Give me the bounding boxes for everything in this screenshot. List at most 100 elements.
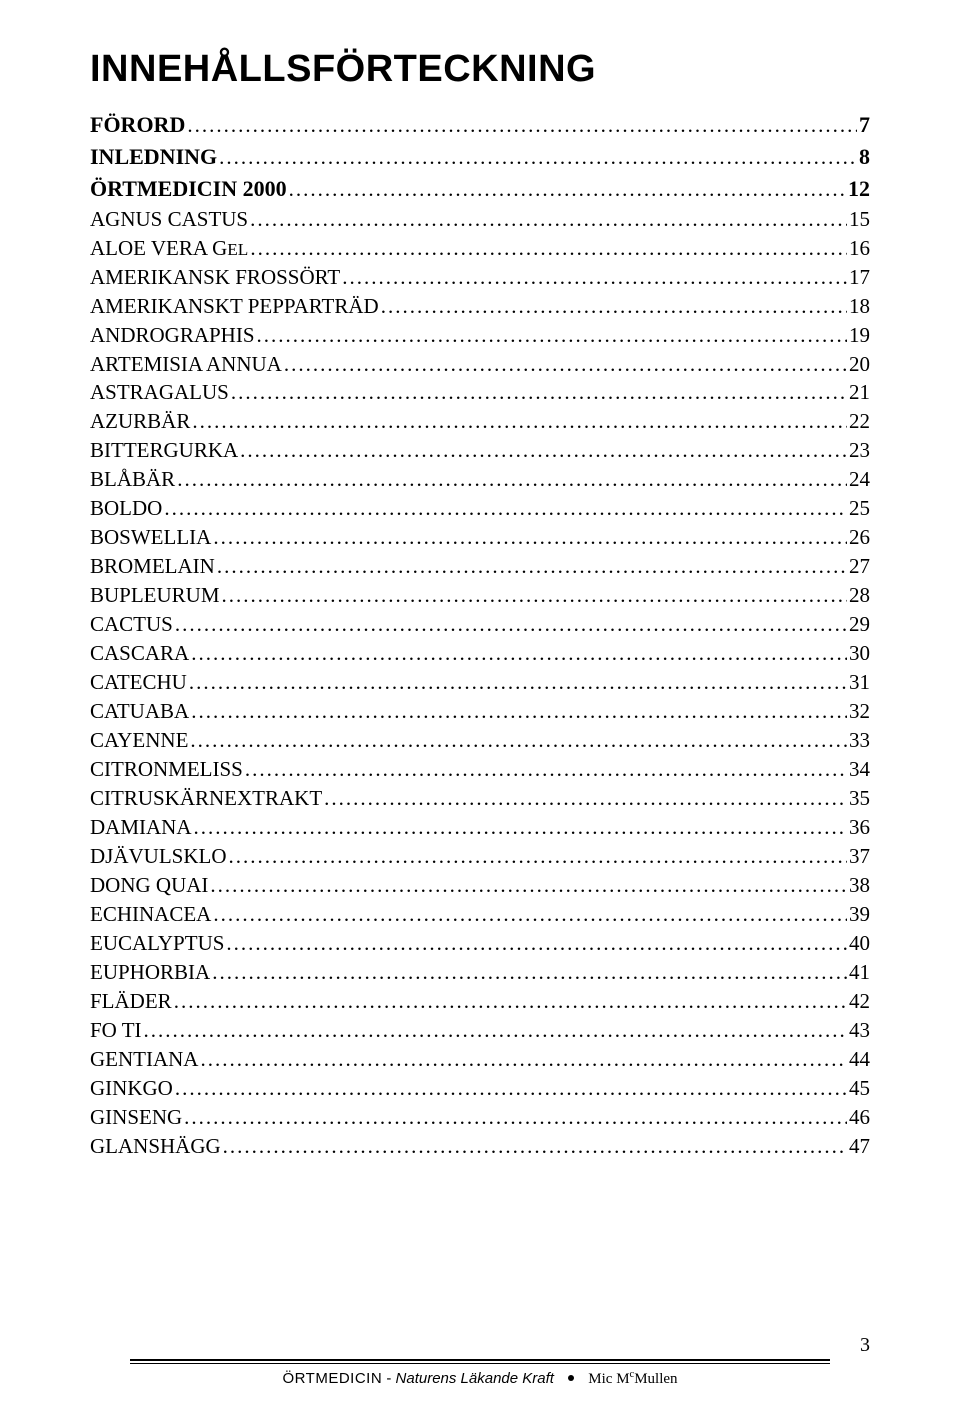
- toc-leader-dots: [213, 523, 847, 552]
- toc-leader-dots: [289, 174, 846, 204]
- toc-entry-page: 43: [849, 1016, 870, 1045]
- toc-leader-dots: [144, 1016, 847, 1045]
- toc-entry-label: CASCARA: [90, 639, 189, 668]
- toc-entry-page: 18: [849, 292, 870, 321]
- toc-leader-dots: [194, 813, 848, 842]
- toc-section-page: 7: [859, 109, 870, 141]
- toc-entry-page: 32: [849, 697, 870, 726]
- toc-entry-page: 33: [849, 726, 870, 755]
- toc-entry-page: 39: [849, 900, 870, 929]
- toc-leader-dots: [231, 378, 847, 407]
- toc-leader-dots: [175, 1074, 847, 1103]
- footer-subtitle: Naturens Läkande Kraft: [396, 1370, 554, 1387]
- toc-entry-page: 25: [849, 494, 870, 523]
- toc-entry-page: 20: [849, 350, 870, 379]
- toc-entry-page: 41: [849, 958, 870, 987]
- toc-entry-page: 26: [849, 523, 870, 552]
- toc-entry-page: 47: [849, 1132, 870, 1161]
- toc-leader-dots: [213, 900, 847, 929]
- toc-entry: CATUABA32: [90, 697, 870, 726]
- toc-leader-dots: [240, 436, 847, 465]
- bullet-icon: [568, 1375, 574, 1381]
- toc-leader-dots: [250, 234, 847, 263]
- toc-leader-dots: [175, 610, 847, 639]
- toc-entry-label: CITRUSKÄRNEXTRAKT: [90, 784, 322, 813]
- toc-entry: CITRONMELISS34: [90, 755, 870, 784]
- toc-entry-page: 45: [849, 1074, 870, 1103]
- toc-entry-label: ARTEMISIA ANNUA: [90, 350, 282, 379]
- page-title: INNEHÅLLSFÖRTECKNING: [90, 48, 870, 91]
- toc-entry-page: 36: [849, 813, 870, 842]
- toc-leader-dots: [177, 465, 847, 494]
- toc-entry-page: 15: [849, 205, 870, 234]
- toc-entry-page: 24: [849, 465, 870, 494]
- toc-entry: AMERIKANSKT PEPPARTRÄD 18: [90, 292, 870, 321]
- toc-leader-dots: [174, 987, 847, 1016]
- toc-entry-page: 37: [849, 842, 870, 871]
- toc-leader-dots: [212, 958, 847, 987]
- toc-entry-label: DJÄVULSKLO: [90, 842, 227, 871]
- toc-entry-label: ANDROGRAPHIS: [90, 321, 255, 350]
- toc-entry-label: EUCALYPTUS: [90, 929, 224, 958]
- toc-section-label: INLEDNING: [90, 141, 217, 173]
- toc-entry: GINSENG46: [90, 1103, 870, 1132]
- toc-section-heading: ÖRTMEDICIN 200012: [90, 173, 870, 205]
- toc-entry-label: FO TI: [90, 1016, 142, 1045]
- toc-entry-label: GLANSHÄGG: [90, 1132, 221, 1161]
- toc-leader-dots: [210, 871, 847, 900]
- toc-entry-label: CITRONMELISS: [90, 755, 243, 784]
- footer-rule: [130, 1363, 830, 1364]
- toc-entry: BUPLEURUM28: [90, 581, 870, 610]
- toc-entry-label: CACTUS: [90, 610, 173, 639]
- toc-entry-label: DAMIANA: [90, 813, 192, 842]
- toc-entry-label: EUPHORBIA: [90, 958, 210, 987]
- toc-entry-label: AGNUS CASTUS: [90, 205, 248, 234]
- toc-entry-label: BOSWELLIA: [90, 523, 211, 552]
- toc-entry-label: BOLDO: [90, 494, 162, 523]
- page-footer: 3 ÖRTMEDICIN - Naturens Läkande Kraft Mi…: [90, 1334, 870, 1388]
- toc-leader-dots: [226, 929, 847, 958]
- footer-text: ÖRTMEDICIN - Naturens Läkande Kraft Mic …: [90, 1370, 870, 1388]
- toc-leader-dots: [324, 784, 847, 813]
- toc-leader-dots: [342, 263, 847, 292]
- footer-book-title: ÖRTMEDICIN: [282, 1370, 382, 1387]
- toc-section-page: 12: [848, 173, 870, 205]
- toc-entry: ECHINACEA39: [90, 900, 870, 929]
- toc-section-heading: INLEDNING 8: [90, 141, 870, 173]
- toc-section-page: 8: [859, 141, 870, 173]
- toc-entry: BITTERGURKA23: [90, 436, 870, 465]
- toc-leader-dots: [381, 292, 847, 321]
- toc-entry-page: 16: [849, 234, 870, 263]
- toc-entry-label: GENTIANA: [90, 1045, 198, 1074]
- toc-entry-page: 27: [849, 552, 870, 581]
- toc-entry-label: BUPLEURUM: [90, 581, 220, 610]
- toc-entry: ANDROGRAPHIS 19: [90, 321, 870, 350]
- toc-leader-dots: [184, 1103, 847, 1132]
- toc-section-label: FÖRORD: [90, 109, 185, 141]
- toc-entry-label: ASTRAGALUS: [90, 378, 229, 407]
- toc-entry: AZURBÄR22: [90, 407, 870, 436]
- toc-entry-page: 35: [849, 784, 870, 813]
- toc-entry-label: BROMELAIN: [90, 552, 215, 581]
- toc-entry: EUCALYPTUS 40: [90, 929, 870, 958]
- toc-leader-dots: [187, 110, 857, 140]
- toc-entry-page: 42: [849, 987, 870, 1016]
- toc-leader-dots: [189, 668, 847, 697]
- toc-leader-dots: [191, 639, 847, 668]
- toc-entry-page: 38: [849, 871, 870, 900]
- toc-entry: BOLDO 25: [90, 494, 870, 523]
- toc-entry-label: DONG QUAI: [90, 871, 208, 900]
- toc-entry-page: 19: [849, 321, 870, 350]
- footer-separator: -: [382, 1370, 395, 1387]
- toc-entry-page: 29: [849, 610, 870, 639]
- toc-entry: FO TI 43: [90, 1016, 870, 1045]
- toc-entry: BOSWELLIA 26: [90, 523, 870, 552]
- toc-entry-label: AMERIKANSKT PEPPARTRÄD: [90, 292, 379, 321]
- toc-entry-page: 21: [849, 378, 870, 407]
- toc-entry-page: 40: [849, 929, 870, 958]
- toc-entry-label: AZURBÄR: [90, 407, 190, 436]
- toc-entry: BROMELAIN 27: [90, 552, 870, 581]
- toc-leader-dots: [191, 697, 847, 726]
- toc-entry: CAYENNE33: [90, 726, 870, 755]
- toc-entry: FLÄDER42: [90, 987, 870, 1016]
